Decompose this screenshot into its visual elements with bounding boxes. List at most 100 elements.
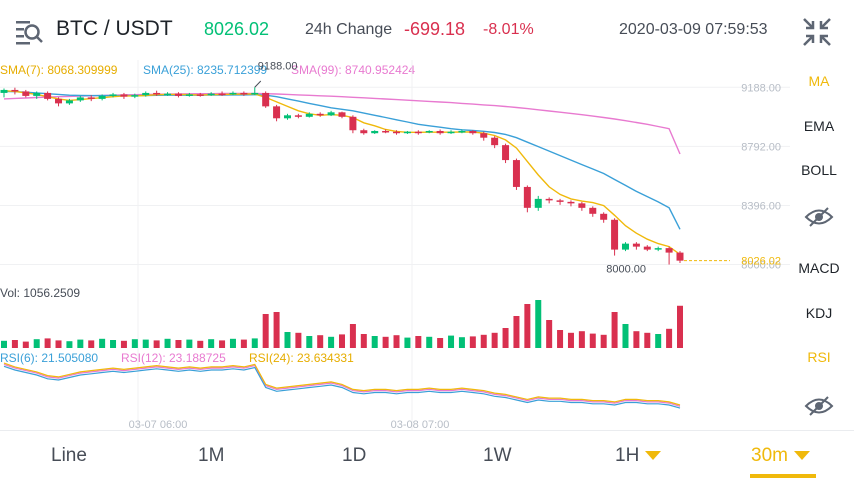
candle-body xyxy=(251,92,259,95)
hide-main-indicator-eye-icon[interactable] xyxy=(788,206,850,231)
volume-bar xyxy=(360,334,367,348)
rsi12-line xyxy=(3,363,681,407)
volume-bar xyxy=(284,332,291,348)
candle-body xyxy=(131,95,139,97)
volume-bar xyxy=(186,339,193,348)
dropdown-caret-icon xyxy=(793,451,810,461)
timeframe-1d[interactable]: 1D xyxy=(342,445,367,466)
timeframe-1m[interactable]: 1M xyxy=(198,445,225,466)
candle-body xyxy=(174,93,182,96)
volume-bar xyxy=(175,340,182,348)
volume-bar xyxy=(655,334,662,348)
timeframe-30m[interactable]: 30m xyxy=(751,445,810,467)
candle-body xyxy=(491,137,499,146)
menu-search-icon[interactable] xyxy=(14,16,44,46)
timestamp: 2020-03-09 07:59:53 xyxy=(619,21,768,38)
change-absolute: -699.18 xyxy=(404,19,466,39)
candle-body xyxy=(207,93,215,96)
indicator-rsi[interactable]: RSI xyxy=(807,349,831,365)
volume-bar xyxy=(567,332,574,348)
volume-bar xyxy=(557,330,564,348)
current-price-label: 8026.02 xyxy=(741,256,781,268)
volume-bar xyxy=(644,332,651,348)
high-price-label: 9188.00 xyxy=(258,60,298,72)
volume-bar xyxy=(55,340,62,348)
volume-bar xyxy=(437,338,444,348)
price-axis-label: 8000.00 xyxy=(741,260,781,272)
rsi24-legend: RSI(24): 23.634331 xyxy=(249,351,354,365)
volume-bar xyxy=(1,340,7,348)
volume-bar xyxy=(382,336,389,348)
volume-bar xyxy=(208,339,215,348)
volume-bar xyxy=(480,334,487,348)
volume-bar xyxy=(240,339,247,348)
candle-body xyxy=(360,130,368,134)
candle-body xyxy=(349,116,357,131)
candle-body xyxy=(98,95,106,99)
indicator-kdj[interactable]: KDJ xyxy=(805,305,833,321)
candle-body xyxy=(196,94,204,96)
volume-bar xyxy=(197,340,204,348)
volume-bar xyxy=(393,335,400,348)
candle-body xyxy=(425,130,433,133)
volume-bar xyxy=(371,336,378,348)
volume-bar xyxy=(600,334,607,348)
timeframe-1h[interactable]: 1H xyxy=(615,445,662,467)
volume-bar xyxy=(448,335,455,348)
candle-body xyxy=(55,98,63,104)
rsi12-legend: RSI(12): 23.188725 xyxy=(121,351,226,365)
sma7-legend: SMA(7): 8068.309999 xyxy=(0,63,118,77)
candle-body xyxy=(643,246,651,250)
indicator-ema[interactable]: EMA xyxy=(803,118,835,134)
hide-sub-indicator-eye-icon[interactable] xyxy=(788,395,850,420)
volume-bar xyxy=(513,316,520,348)
candle-body xyxy=(164,93,172,96)
candle-body xyxy=(665,248,673,253)
candle-body xyxy=(33,92,41,96)
candle-body xyxy=(393,131,401,134)
timeframe-1w[interactable]: 1W xyxy=(483,445,512,466)
candle-body xyxy=(338,112,346,117)
volume-bar xyxy=(164,338,171,348)
candle-body xyxy=(567,201,575,204)
exit-fullscreen-icon[interactable] xyxy=(801,16,833,48)
volume-bar xyxy=(535,300,542,348)
candle-body xyxy=(109,94,117,96)
volume-bar xyxy=(546,320,553,348)
volume-bar xyxy=(524,304,531,348)
timeframe-line[interactable]: Line xyxy=(51,445,87,466)
volume-bar xyxy=(219,340,226,348)
sma99-legend: SMA(99): 8740.952424 xyxy=(291,63,416,77)
volume-bar xyxy=(153,340,160,348)
candle-body xyxy=(218,93,226,96)
volume-legend: Vol: 1056.2509 xyxy=(0,286,81,300)
volume-bar xyxy=(426,336,433,348)
candle-body xyxy=(502,145,510,161)
volume-bar xyxy=(251,338,258,348)
volume-bar xyxy=(33,339,40,348)
candlestick-chart[interactable]: 9188.00 8792.00 8396.00 8000.00 9188.00 8000.… xyxy=(0,60,790,430)
candle-body xyxy=(44,92,52,99)
volume-bar xyxy=(502,328,509,348)
trading-pair-title[interactable]: BTC / USDT xyxy=(56,17,173,40)
volume-bar xyxy=(415,336,422,348)
last-price: 8026.02 xyxy=(204,19,270,39)
volume-bar xyxy=(469,336,476,348)
volume-bar xyxy=(273,312,280,348)
candle-body xyxy=(458,130,466,133)
candle-body xyxy=(676,252,684,261)
volume-bar xyxy=(458,337,465,348)
candle-body xyxy=(327,112,335,116)
candle-body xyxy=(632,243,640,247)
volume-bar xyxy=(339,334,345,348)
candle-body xyxy=(229,92,237,95)
volume-bar xyxy=(589,333,596,348)
volume-bar xyxy=(295,332,302,348)
indicator-macd[interactable]: MACD xyxy=(798,260,840,276)
price-axis-label: 8792.00 xyxy=(741,141,781,153)
change-label: 24h Change xyxy=(305,21,393,38)
indicator-boll[interactable]: BOLL xyxy=(801,162,837,178)
indicator-ma[interactable]: MA xyxy=(808,73,830,89)
candle-body xyxy=(469,130,477,134)
dropdown-caret-icon xyxy=(645,451,662,461)
